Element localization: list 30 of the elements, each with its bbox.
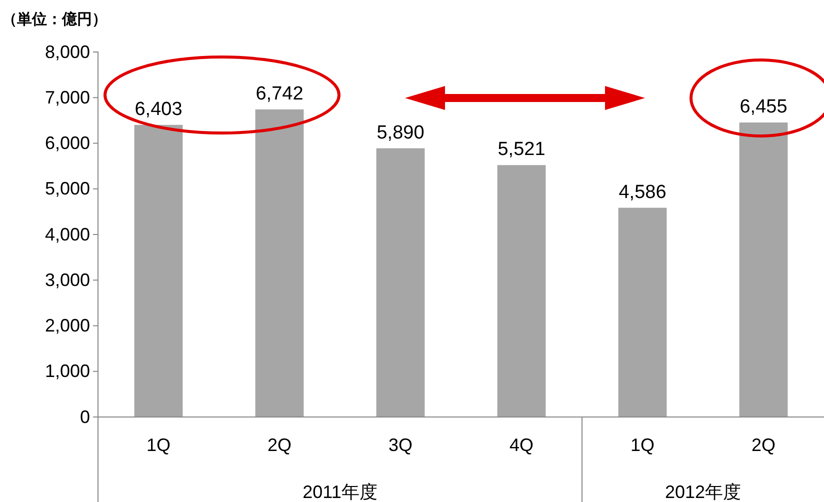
y-tick-label: 0 <box>80 406 90 427</box>
bar <box>739 122 788 417</box>
x-tick-label: 1Q <box>630 435 655 455</box>
y-tick-label: 1,000 <box>44 361 90 382</box>
y-tick-label: 7,000 <box>44 87 90 108</box>
y-tick-label: 2,000 <box>44 316 90 336</box>
x-tick-label: 1Q <box>146 435 171 455</box>
y-tick-label: 4,000 <box>44 224 90 244</box>
y-tick-label: 6,000 <box>44 133 90 154</box>
data-label: 4,586 <box>618 182 666 203</box>
bar <box>134 124 183 417</box>
bar <box>618 208 667 417</box>
data-label: 6,403 <box>134 98 182 120</box>
x-tick-label: 2Q <box>751 435 776 455</box>
y-tick-label: 5,000 <box>44 178 90 199</box>
data-label: 5,521 <box>498 139 546 160</box>
data-label: 6,742 <box>256 83 304 104</box>
data-label: 6,455 <box>740 96 788 118</box>
bar <box>255 109 304 417</box>
y-tick-label: 8,000 <box>44 42 90 62</box>
x-tick-label: 4Q <box>509 435 534 455</box>
text: 2012年度 <box>664 482 742 502</box>
bar <box>376 148 425 417</box>
y-axis-title: （単位：億円） <box>2 11 107 28</box>
y-tick-label: 3,000 <box>44 270 90 290</box>
x-tick-label: 3Q <box>388 435 413 455</box>
x-tick-label: 2Q <box>267 435 292 455</box>
data-label: 5,890 <box>376 122 424 144</box>
bar <box>497 165 546 417</box>
text: 2011年度 <box>302 482 378 502</box>
